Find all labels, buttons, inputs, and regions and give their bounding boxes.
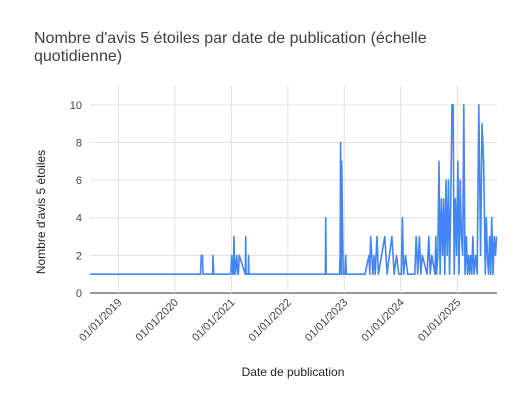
series-line [90, 104, 498, 276]
y-tick-label: 6 [76, 175, 82, 187]
chart-title: Nombre d'avis 5 étoiles par date de publ… [34, 30, 427, 65]
x-tick-label: 01/01/2019 [77, 297, 124, 344]
y-tick-label: 0 [76, 288, 82, 300]
x-axis-ticks: 01/01/2019 01/01/2020 01/01/2021 01/01/2022… [77, 297, 463, 344]
y-tick-label: 10 [70, 100, 82, 112]
x-tick-label: 01/01/2024 [359, 297, 406, 344]
x-axis-label: Date de publication [242, 365, 345, 379]
y-tick-label: 8 [76, 137, 82, 149]
y-tick-label: 4 [76, 213, 82, 225]
y-axis-label: Nombre d'avis 5 étoiles [34, 150, 48, 274]
x-tick-label: 01/01/2020 [134, 297, 181, 344]
series-lines [90, 104, 498, 276]
x-tick-label: 01/01/2025 [416, 297, 463, 344]
x-tick-label: 01/01/2021 [190, 297, 237, 344]
y-axis-ticks: 0 2 4 6 8 10 [70, 100, 82, 300]
x-tick-label: 01/01/2022 [247, 297, 294, 344]
y-tick-label: 2 [76, 250, 82, 262]
x-tick-label: 01/01/2023 [303, 297, 350, 344]
